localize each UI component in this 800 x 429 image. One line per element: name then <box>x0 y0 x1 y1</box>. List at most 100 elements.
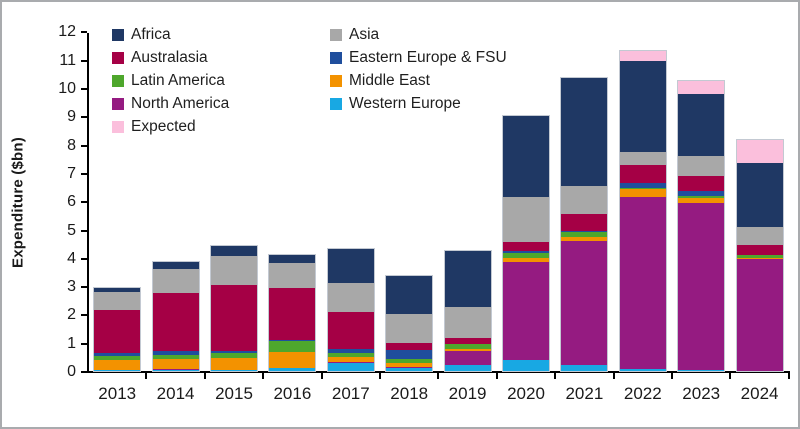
y-axis-title: Expenditure ($bn) <box>9 137 27 268</box>
bar-2021-western-europe <box>561 365 608 371</box>
bar-2021-australasia <box>561 213 608 231</box>
bar-2015-latin-america <box>211 352 257 358</box>
bar-2024-middle-east <box>736 258 783 260</box>
bar-2014-australasia <box>152 293 199 352</box>
bar-2022-latin-america <box>619 187 666 189</box>
legend-swatch-australasia <box>112 51 124 64</box>
bar-2021-asia <box>561 185 608 214</box>
x-label-2024: 2024 <box>740 384 779 403</box>
x-axis-line <box>87 371 790 373</box>
bar-2024-expected <box>736 140 783 163</box>
legend-item-western-europe: Western Europe <box>330 92 507 115</box>
x-tick <box>203 373 206 379</box>
bar-2014-western-europe <box>152 370 199 371</box>
y-tick-label: 9 <box>67 108 76 126</box>
bar-2023-africa <box>678 93 725 156</box>
bar-2022 <box>618 50 667 372</box>
bar-2015-asia <box>211 256 257 285</box>
bar-2022-africa <box>619 61 666 152</box>
bar-2015-australasia <box>211 284 257 352</box>
bar-2014-eastern-europe-fsu <box>152 351 199 355</box>
bar-2020-north-america <box>503 261 549 360</box>
bar-2018-latin-america <box>386 358 433 364</box>
y-axis-line <box>87 33 89 373</box>
y-tick <box>81 59 87 62</box>
bar-2022-middle-east <box>619 188 666 198</box>
x-label-2022: 2022 <box>623 384 662 403</box>
bar-2022-western-europe <box>619 368 666 371</box>
bar-2022-eastern-europe-fsu <box>619 182 666 188</box>
bar-2020-africa <box>503 116 549 197</box>
bar-2018-north-america <box>386 367 433 369</box>
legend-item-eastern-europe-fsu: Eastern Europe & FSU <box>330 46 507 69</box>
legend-swatch-eastern-europe-fsu <box>330 51 342 64</box>
legend-item-middle-east: Middle East <box>330 69 507 92</box>
bar-2020-middle-east <box>503 257 549 262</box>
bar-2015-north-america <box>211 369 257 371</box>
bar-2019 <box>443 249 492 372</box>
y-tick <box>81 229 87 232</box>
bar-2017-north-america <box>327 361 374 363</box>
bar-2020-australasia <box>503 242 549 252</box>
y-tick <box>81 172 87 175</box>
bar-2024-asia <box>736 226 783 246</box>
bar-2024-australasia <box>736 245 783 255</box>
bar-2016-australasia <box>269 287 316 340</box>
bar-2023-australasia <box>678 175 725 192</box>
x-tick <box>379 373 381 379</box>
x-label-2021: 2021 <box>565 384 604 403</box>
bar-2023-latin-america <box>678 195 725 199</box>
bar-2019-western-europe <box>444 365 491 371</box>
bar-2024 <box>735 139 784 372</box>
legend-label: Africa <box>131 25 171 43</box>
y-tick-label: 5 <box>67 221 76 239</box>
legend-swatch-north-america <box>112 97 124 110</box>
y-tick-label: 4 <box>67 249 76 267</box>
bar-2023-north-america <box>678 202 725 371</box>
legend-swatch-asia <box>330 28 342 41</box>
x-label-2018: 2018 <box>390 384 429 403</box>
legend-label: Expected <box>131 117 196 135</box>
y-tick <box>81 144 87 147</box>
bar-2015-western-europe <box>211 370 257 371</box>
bar-2015-middle-east <box>211 357 257 370</box>
bar-2022-australasia <box>619 165 666 183</box>
x-tick <box>787 373 790 379</box>
bar-2023-expected <box>678 80 725 94</box>
legend-label: Latin America <box>131 71 225 89</box>
bar-2020 <box>502 115 550 372</box>
x-label-2016: 2016 <box>273 384 312 403</box>
bar-2019-asia <box>444 307 491 338</box>
bar-2019-latin-america <box>444 344 491 350</box>
bar-2022-expected <box>619 51 666 62</box>
y-tick <box>81 257 87 260</box>
bar-2016-latin-america <box>269 341 316 352</box>
legend-swatch-middle-east <box>330 74 342 87</box>
bar-2013 <box>93 286 142 372</box>
legend-item-africa: Africa <box>112 23 229 46</box>
legend-label: Asia <box>349 25 380 43</box>
x-tick <box>495 373 498 379</box>
y-tick-label: 3 <box>67 278 76 296</box>
y-tick <box>81 31 87 34</box>
legend-swatch-latin-america <box>112 74 124 87</box>
bar-2023-western-europe <box>678 370 725 371</box>
bar-2014-north-america <box>152 369 199 371</box>
x-tick <box>554 373 557 379</box>
bar-2017-latin-america <box>327 353 374 358</box>
x-tick <box>145 373 148 379</box>
bar-2013-asia <box>94 291 141 311</box>
bar-2014-middle-east <box>152 358 199 370</box>
bar-2021-eastern-europe-fsu <box>561 230 608 233</box>
legend-column-1: Africa Australasia Latin America North Amer… <box>112 23 229 138</box>
bar-2022-north-america <box>619 197 666 369</box>
bar-2018-middle-east <box>386 363 433 368</box>
legend-item-australasia: Australasia <box>112 46 229 69</box>
x-label-2019: 2019 <box>448 384 487 403</box>
bar-2016 <box>268 253 317 372</box>
x-tick <box>729 373 732 379</box>
y-tick-label: 12 <box>58 23 76 41</box>
bar-2013-eastern-europe-fsu <box>94 353 141 356</box>
bar-2017-africa <box>327 249 374 284</box>
